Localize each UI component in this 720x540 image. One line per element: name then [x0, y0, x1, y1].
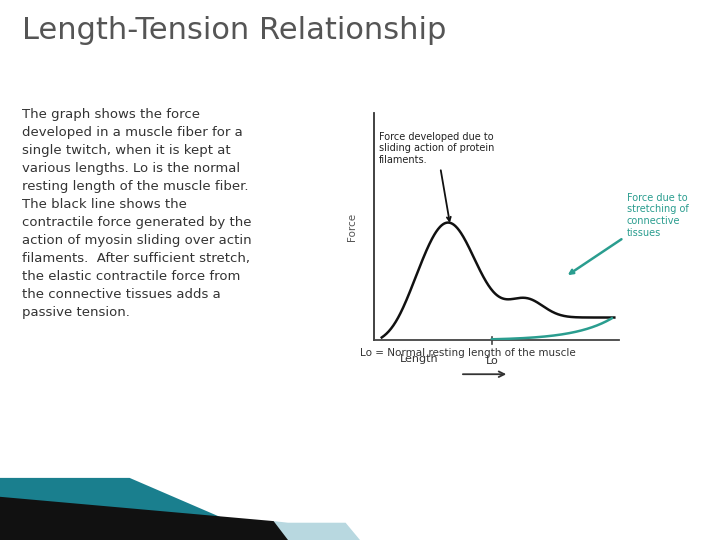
Text: Force due to
stretching of
connective
tissues: Force due to stretching of connective ti… — [570, 193, 688, 274]
Text: The graph shows the force
developed in a muscle fiber for a
single twitch, when : The graph shows the force developed in a… — [22, 108, 251, 319]
Text: Force developed due to
sliding action of protein
filaments.: Force developed due to sliding action of… — [379, 132, 495, 221]
Text: Lo: Lo — [485, 356, 498, 366]
Text: Length-Tension Relationship: Length-Tension Relationship — [22, 16, 446, 45]
Text: Lo = Normal resting length of the muscle: Lo = Normal resting length of the muscle — [360, 348, 576, 359]
Text: Length: Length — [400, 354, 438, 364]
Text: Force: Force — [347, 213, 357, 241]
